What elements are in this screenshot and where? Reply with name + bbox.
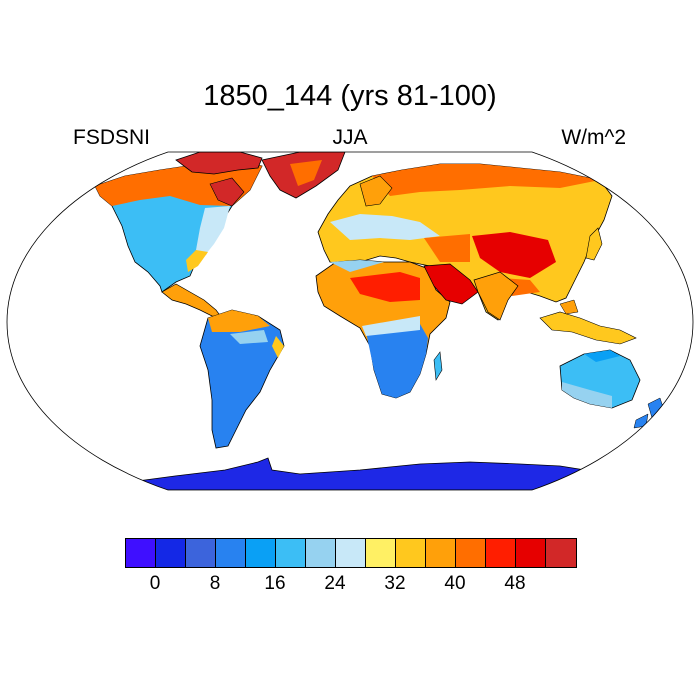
colorbar-tick-label: 48 <box>504 573 526 594</box>
colorbar-tick-label: 16 <box>264 573 286 594</box>
colorbar-tick-label: 40 <box>444 573 466 594</box>
colorbar-cell <box>306 539 336 567</box>
southeast-asia-islands <box>539 311 637 345</box>
arabia <box>423 263 479 305</box>
arctic-islands <box>175 152 263 175</box>
colorbar-tick-label: 32 <box>384 573 406 594</box>
central-america <box>161 283 223 319</box>
colorbar <box>125 538 577 568</box>
variable-label: FSDSNI <box>73 126 151 149</box>
colorbar-cell <box>546 539 576 567</box>
south-america <box>199 309 285 449</box>
colorbar-tick-label: 24 <box>324 573 346 594</box>
india <box>473 271 519 321</box>
antarctica <box>99 457 601 490</box>
colorbar-cell <box>366 539 396 567</box>
units-label: W/m^2 <box>561 126 626 149</box>
colorbar-cell <box>126 539 156 567</box>
colorbar-cell <box>336 539 366 567</box>
colorbar-cell <box>156 539 186 567</box>
colorbar-tick-label: 8 <box>209 573 221 594</box>
season-label: JJA <box>332 126 368 149</box>
globe-outline <box>6 151 694 491</box>
map-title: 1850_144 (yrs 81-100) <box>203 80 497 112</box>
colorbar-cell <box>396 539 426 567</box>
colorbar-cell <box>516 539 546 567</box>
colorbar-cell <box>216 539 246 567</box>
colorbar-tick-label: 0 <box>149 573 161 594</box>
colorbar-cell <box>246 539 276 567</box>
colorbar-ticks: 0 8 16 24 32 40 48 <box>0 573 700 597</box>
colorbar-cell <box>486 539 516 567</box>
colorbar-cell <box>456 539 486 567</box>
colorbar-cell <box>276 539 306 567</box>
colorbar-cell <box>426 539 456 567</box>
colorbar-cell <box>186 539 216 567</box>
